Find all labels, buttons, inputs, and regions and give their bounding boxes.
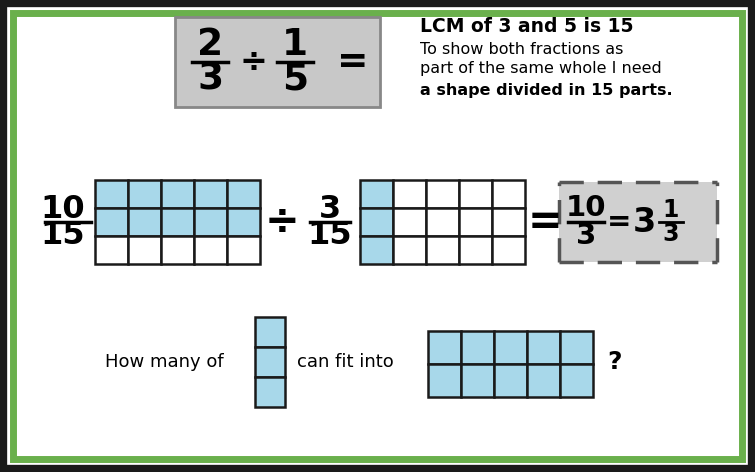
Text: 3: 3 [319, 194, 341, 225]
Text: To show both fractions as: To show both fractions as [420, 42, 624, 57]
Bar [426, 208, 459, 236]
Bar [492, 180, 525, 208]
Bar [95, 236, 128, 264]
Bar [95, 180, 128, 208]
Bar [393, 236, 426, 264]
Bar [560, 331, 593, 364]
Text: 10: 10 [40, 194, 85, 226]
Text: 1: 1 [282, 27, 308, 63]
Bar [459, 208, 492, 236]
Bar [128, 180, 161, 208]
Bar [492, 208, 525, 236]
Bar [426, 236, 459, 264]
Bar [227, 208, 260, 236]
Bar [255, 347, 285, 377]
Text: 3: 3 [576, 222, 596, 250]
Text: LCM of 3 and 5 is 15: LCM of 3 and 5 is 15 [420, 17, 633, 36]
Bar [461, 364, 494, 397]
Bar [194, 180, 227, 208]
Bar [161, 180, 194, 208]
Bar [255, 377, 285, 407]
Bar [128, 208, 161, 236]
Bar [428, 331, 461, 364]
Bar [461, 331, 494, 364]
Text: ÷: ÷ [239, 45, 267, 78]
Bar [494, 331, 527, 364]
Bar [95, 208, 128, 236]
Text: =: = [528, 201, 562, 243]
Bar [161, 208, 194, 236]
Bar [161, 236, 194, 264]
Text: 2: 2 [197, 27, 223, 63]
Bar [426, 180, 459, 208]
Bar [428, 364, 461, 397]
Bar [559, 182, 717, 262]
Bar [527, 331, 560, 364]
Bar [360, 236, 393, 264]
Bar [194, 208, 227, 236]
Bar [227, 180, 260, 208]
Text: =: = [337, 44, 368, 80]
Bar [459, 236, 492, 264]
Text: 5: 5 [282, 62, 308, 98]
Text: 3: 3 [633, 205, 655, 238]
Bar [494, 364, 527, 397]
Text: How many of: How many of [105, 353, 223, 371]
Text: 15: 15 [308, 220, 353, 252]
Text: 15: 15 [40, 219, 85, 251]
Bar [459, 180, 492, 208]
Text: ?: ? [607, 350, 621, 374]
Text: 10: 10 [565, 194, 606, 222]
Bar [393, 208, 426, 236]
Text: a shape divided in 15 parts.: a shape divided in 15 parts. [420, 83, 673, 98]
Bar [175, 17, 380, 107]
Bar [492, 236, 525, 264]
Bar [360, 208, 393, 236]
Text: part of the same whole I need: part of the same whole I need [420, 60, 661, 76]
Bar [393, 180, 426, 208]
Text: =: = [607, 208, 631, 236]
Text: 3: 3 [663, 222, 680, 246]
Bar [227, 236, 260, 264]
Bar [128, 236, 161, 264]
Bar [194, 236, 227, 264]
Text: can fit into: can fit into [297, 353, 394, 371]
Bar [255, 317, 285, 347]
Text: 1: 1 [663, 198, 680, 222]
Text: 3: 3 [197, 62, 223, 98]
Bar [527, 364, 560, 397]
Bar [360, 180, 393, 208]
Text: ÷: ÷ [264, 201, 300, 243]
Bar [560, 364, 593, 397]
